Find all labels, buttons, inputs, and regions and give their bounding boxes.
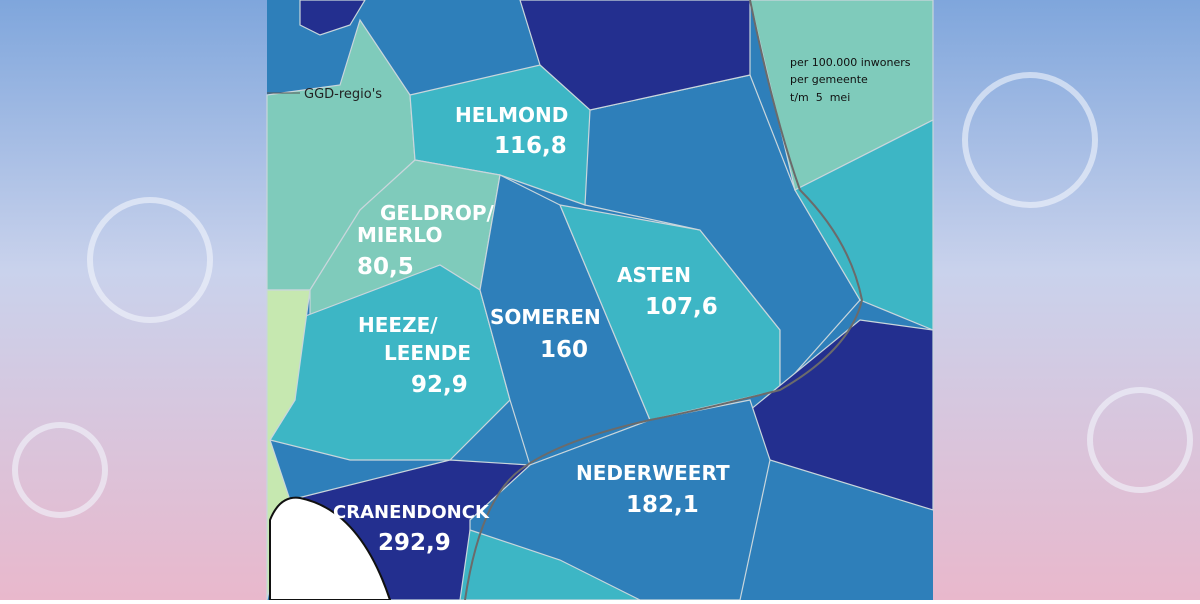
legend-note: per gemeente: [790, 73, 868, 86]
municipality-value: 292,9: [378, 530, 451, 556]
region: [749, 319, 934, 511]
region: [299, 0, 366, 36]
municipality-name: NEDERWEERT: [576, 461, 730, 485]
municipality-value: 160: [540, 337, 588, 363]
municipality-name: HELMOND: [455, 103, 568, 127]
municipality-value: 92,9: [411, 372, 468, 398]
municipality-name: SOMEREN: [490, 305, 601, 329]
municipality-value: 116,8: [494, 133, 567, 159]
legend-note: t/m 5 mei: [790, 91, 850, 104]
virus-decor: [12, 72, 1193, 518]
municipality-name: MIERLO: [357, 223, 442, 247]
map: [266, 0, 934, 601]
municipality-name: CRANENDONCK: [333, 502, 490, 523]
ggd-border: [464, 0, 864, 601]
municipality-name: HEEZE/: [358, 313, 438, 337]
municipality-name: ASTEN: [617, 263, 691, 287]
municipality-value: 182,1: [626, 492, 699, 518]
municipality-value: 107,6: [645, 294, 718, 320]
municipality-name: LEENDE: [384, 341, 471, 365]
municipality-name: GELDROP/: [380, 201, 494, 225]
legend-note: per 100.000 inwoners: [790, 56, 911, 69]
region-label: GGD-regio's: [304, 87, 382, 102]
white-area: [269, 496, 392, 601]
municipality-value: 80,5: [357, 254, 414, 280]
region: [519, 0, 751, 111]
